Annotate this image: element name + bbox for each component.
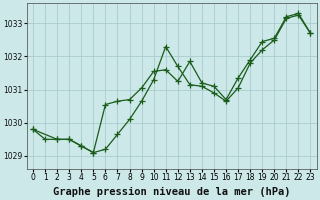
X-axis label: Graphe pression niveau de la mer (hPa): Graphe pression niveau de la mer (hPa) bbox=[53, 186, 291, 197]
